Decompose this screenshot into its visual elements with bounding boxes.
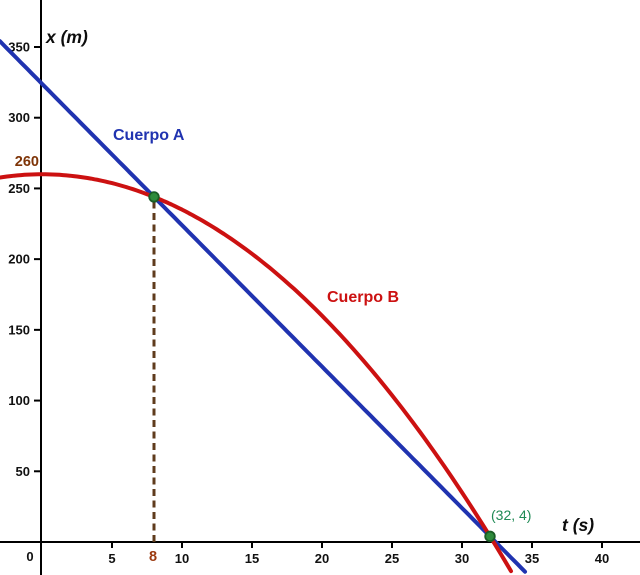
origin-label: 0 (26, 549, 33, 564)
initial-position-label: 260 (14, 154, 39, 170)
y-tick-label: 300 (8, 110, 30, 125)
intersection-point[interactable] (484, 530, 496, 543)
x-axis-title: t (s) (562, 515, 595, 535)
dashed-line-x-label: 8 (148, 549, 158, 565)
x-tick-label: 30 (455, 551, 469, 566)
series-a-curve (0, 39, 527, 574)
intersection-point-label: (32, 4) (491, 507, 532, 523)
x-tick-label: 5 (108, 551, 115, 566)
y-tick-label: 50 (16, 464, 30, 479)
y-tick-label: 100 (8, 393, 30, 408)
x-tick-label: 25 (385, 551, 399, 566)
y-tick-label: 250 (8, 181, 30, 196)
series-a-label: Cuerpo A (113, 127, 185, 144)
y-tick-label: 350 (8, 39, 30, 54)
y-tick-label: 150 (8, 322, 30, 337)
x-tick-label: 35 (525, 551, 539, 566)
intersection-point[interactable] (148, 191, 160, 203)
y-axis-title: x (m) (46, 27, 88, 47)
x-tick-label: 40 (595, 551, 609, 566)
series-b-curve (0, 172, 513, 574)
y-tick-label: 200 (8, 252, 30, 267)
x-tick-label: 15 (245, 551, 259, 566)
x-tick-label: 10 (175, 551, 189, 566)
series-b-label: Cuerpo B (327, 289, 399, 306)
x-tick-label: 20 (315, 551, 329, 566)
